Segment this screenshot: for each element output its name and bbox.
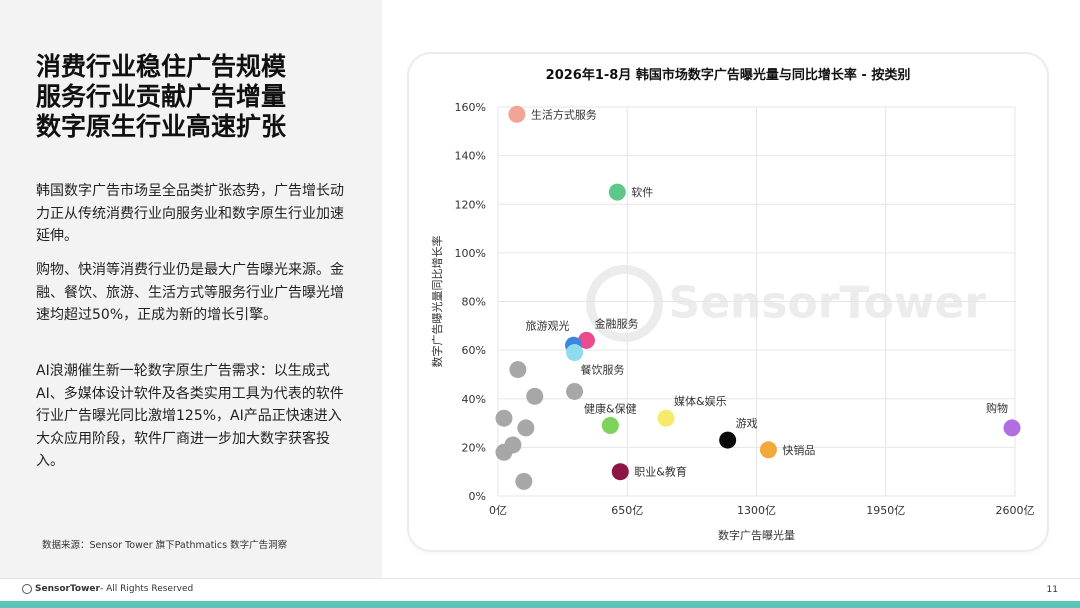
headline-line-2: 服务行业贡献广告增量 <box>36 82 287 111</box>
footer-rights: - All Rights Reserved <box>99 584 194 594</box>
y-tick-label: 120% <box>455 198 486 211</box>
data-point-unlabeled <box>509 361 527 379</box>
data-label: 软件 <box>631 185 653 199</box>
y-tick-label: 0% <box>469 490 486 503</box>
footer-logo: SensorTower - All Rights Reserved <box>22 584 193 594</box>
data-label: 游戏 <box>736 417 758 430</box>
watermark-text: SensorTower <box>669 278 987 329</box>
paragraph-consumer: 购物、快消等消费行业仍是最大广告曝光来源。金融、餐饮、旅游、生活方式等服务行业广… <box>36 262 344 323</box>
data-point-unlabeled <box>566 382 584 400</box>
page-number: 11 <box>1046 585 1058 595</box>
watermark-logo-icon <box>586 265 663 342</box>
data-point <box>508 105 526 123</box>
chart-card: SensorTower 0% 20% 40% 60% 80% 100% 120% 140% 160… <box>409 54 1047 550</box>
y-tick-label: 20% <box>462 441 486 454</box>
data-point-unlabeled <box>517 419 535 437</box>
footer-brand: SensorTower <box>35 584 100 594</box>
x-tick-label: 1950亿 <box>866 504 905 517</box>
bottom-accent-bar <box>0 601 1080 608</box>
headline-line-3: 数字原生行业高速扩张 <box>36 112 287 141</box>
data-point <box>759 441 777 459</box>
data-label: 旅游观光 <box>526 318 570 332</box>
y-tick-label: 80% <box>462 296 486 309</box>
data-label: 生活方式服务 <box>531 107 597 121</box>
y-axis-label: 数字广告曝光量同比增长率 <box>430 236 444 368</box>
sensortower-logo-icon <box>22 584 32 594</box>
x-tick-label: 2600亿 <box>996 504 1035 517</box>
data-label: 金融服务 <box>594 316 638 330</box>
scatter-chart: SensorTower 0% 20% 40% 60% 80% 100% 120% 140% 160… <box>430 67 1035 542</box>
data-label: 媒体&娱乐 <box>674 394 727 408</box>
data-point <box>611 463 629 481</box>
data-point-unlabeled <box>526 387 544 405</box>
data-point <box>566 344 584 362</box>
data-label: 购物 <box>986 401 1008 415</box>
y-tick-label: 60% <box>462 344 486 357</box>
chart-title: 2026年1-8月 韩国市场数字广告曝光量与同比增长率 - 按类别 <box>546 67 911 83</box>
x-tick-label: 650亿 <box>611 504 643 517</box>
data-label: 职业&教育 <box>634 465 687 479</box>
data-point-unlabeled <box>495 443 513 461</box>
x-axis-label: 数字广告曝光量 <box>718 528 795 542</box>
x-tick-label: 1300亿 <box>737 504 776 517</box>
left-panel: 消费行业稳住广告规模 服务行业贡献广告增量 数字原生行业高速扩张 韩国数字广告市… <box>0 0 382 578</box>
data-label: 快销品 <box>782 443 815 457</box>
x-tick-label: 0亿 <box>489 504 507 517</box>
y-tick-label: 140% <box>455 150 486 163</box>
footer-divider <box>0 578 1080 579</box>
paragraph-ai: AI浪潮催生新一轮数字原生广告需求：以生成式AI、多媒体设计软件及各类实用工具为… <box>36 363 344 469</box>
data-point <box>719 431 737 449</box>
data-label: 餐饮服务 <box>581 363 625 377</box>
data-point-unlabeled <box>515 472 533 490</box>
y-tick-label: 100% <box>455 247 486 260</box>
y-tick-label: 160% <box>455 101 486 114</box>
data-point <box>657 409 675 427</box>
data-point <box>601 416 619 434</box>
data-point <box>577 331 595 349</box>
headline-line-1: 消费行业稳住广告规模 <box>36 52 287 81</box>
paragraph-overview: 韩国数字广告市场呈全品类扩张态势，广告增长动力正从传统消费行业向服务业和数字原生… <box>36 183 344 244</box>
data-label: 健康&保健 <box>584 401 637 415</box>
data-point <box>1003 419 1021 437</box>
data-point-unlabeled <box>495 409 513 427</box>
data-point <box>608 183 626 201</box>
headline: 消费行业稳住广告规模 服务行业贡献广告增量 数字原生行业高速扩张 <box>36 52 376 142</box>
source-note: 数据来源：Sensor Tower 旗下Pathmatics 数字广告洞察 <box>42 540 288 551</box>
y-tick-label: 40% <box>462 393 486 406</box>
